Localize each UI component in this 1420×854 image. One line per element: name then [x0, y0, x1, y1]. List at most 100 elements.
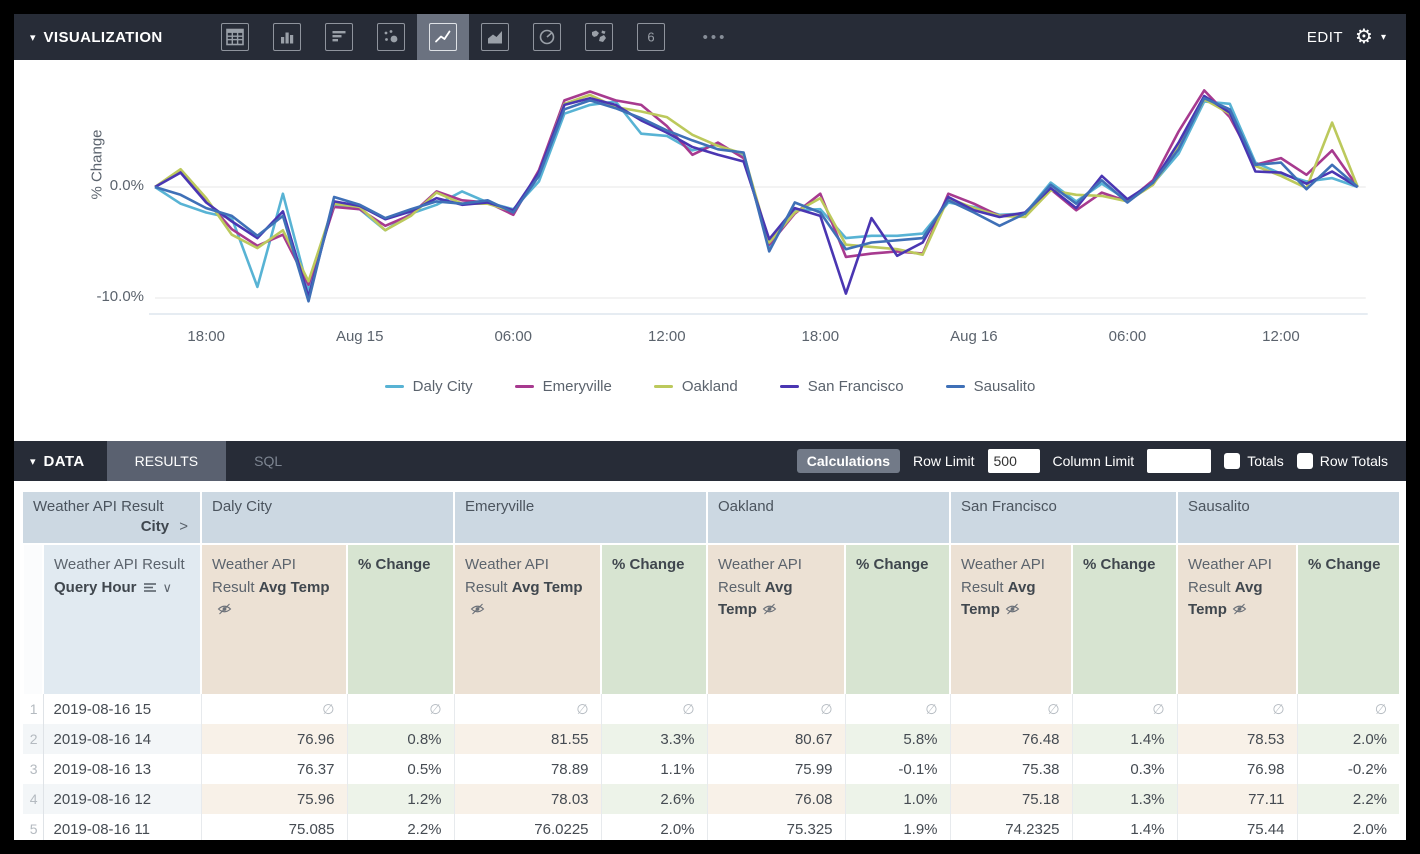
table-chart-icon[interactable]: [209, 14, 261, 60]
single-value-icon[interactable]: 6: [625, 14, 677, 60]
pivot-chevron-icon[interactable]: >: [175, 518, 188, 535]
x-tick-label: 12:00: [648, 328, 686, 345]
avg-temp-cell[interactable]: ∅: [706, 694, 846, 724]
pct-change-cell[interactable]: 0.5%: [346, 754, 455, 784]
pct-change-cell[interactable]: ∅: [600, 694, 708, 724]
query-hour-cell[interactable]: 2019-08-16 15: [53, 700, 152, 718]
avg-temp-column-header-emeryville[interactable]: Weather API Result Avg Temp: [453, 543, 602, 694]
query-hour-column-header[interactable]: Weather API Result Query Hour ∨: [42, 543, 201, 694]
pct-change-cell[interactable]: 1.0%: [844, 784, 951, 814]
pct-change-cell[interactable]: 2.0%: [1296, 724, 1400, 754]
gear-icon[interactable]: ⚙: [1355, 26, 1373, 48]
avg-temp-cell[interactable]: 76.96: [200, 724, 347, 754]
totals-checkbox[interactable]: [1224, 453, 1241, 469]
pivot-value-header-emeryville[interactable]: Emeryville: [453, 492, 708, 544]
calculations-button[interactable]: Calculations: [796, 449, 901, 473]
avg-temp-cell[interactable]: 78.53: [1176, 724, 1298, 754]
pct-change-cell[interactable]: ∅: [1296, 694, 1400, 724]
pct-change-cell[interactable]: ∅: [346, 694, 455, 724]
line-chart-icon[interactable]: [416, 14, 469, 60]
pct-change-column-header-emeryville[interactable]: % Change: [600, 543, 708, 694]
avg-temp-cell[interactable]: ∅: [200, 694, 347, 724]
pct-change-cell[interactable]: ∅: [1071, 694, 1178, 724]
avg-temp-cell[interactable]: 75.18: [949, 784, 1073, 814]
pct-change-column-header-oakland[interactable]: % Change: [844, 543, 951, 694]
area-chart-icon[interactable]: [469, 14, 521, 60]
avg-temp-cell[interactable]: 76.0225: [453, 814, 602, 840]
legend-label: San Francisco: [807, 378, 904, 395]
pivot-dimension-header[interactable]: Weather API Result City >: [23, 492, 201, 544]
tab-results[interactable]: RESULTS: [106, 441, 227, 481]
pct-change-cell[interactable]: 2.0%: [1296, 814, 1400, 840]
avg-temp-column-header-san-francisco[interactable]: Weather API Result Avg Temp: [949, 543, 1073, 694]
avg-temp-cell[interactable]: 75.96: [200, 784, 347, 814]
pct-change-column-header-daly-city[interactable]: % Change: [345, 543, 455, 694]
viz-type-picker: 6: [209, 14, 677, 60]
row-limit-input[interactable]: [987, 449, 1040, 473]
avg-temp-column-header-oakland[interactable]: Weather API Result Avg Temp: [706, 543, 846, 694]
query-hour-cell[interactable]: 2019-08-16 12: [43, 784, 201, 814]
pct-change-cell[interactable]: 2.0%: [600, 814, 708, 840]
pivot-value-header-oakland[interactable]: Oakland: [706, 492, 951, 544]
avg-temp-cell[interactable]: 75.38: [949, 754, 1073, 784]
pct-change-cell[interactable]: 2.6%: [600, 784, 708, 814]
query-hour-cell[interactable]: 2019-08-16 13: [53, 760, 152, 778]
collapse-caret-icon[interactable]: ▾: [30, 31, 36, 44]
avg-temp-cell[interactable]: 76.98: [1176, 754, 1298, 784]
avg-temp-cell[interactable]: 75.325: [706, 814, 846, 840]
edit-button[interactable]: EDIT: [1306, 28, 1344, 46]
pivot-value-header-daly-city[interactable]: Daly City: [199, 492, 455, 544]
pct-change-cell[interactable]: 1.1%: [600, 754, 708, 784]
avg-temp-cell[interactable]: 76.08: [706, 784, 846, 814]
pct-change-cell[interactable]: 2.2%: [346, 814, 455, 840]
pct-change-cell[interactable]: 2.2%: [1296, 784, 1400, 814]
pct-change-cell[interactable]: -0.2%: [1296, 754, 1400, 784]
avg-temp-cell[interactable]: ∅: [949, 694, 1073, 724]
gear-caret-icon[interactable]: ▾: [1380, 31, 1386, 43]
pct-change-column-header-san-francisco[interactable]: % Change: [1071, 543, 1178, 694]
data-collapse-caret-icon[interactable]: ▾: [30, 455, 36, 468]
tab-sql[interactable]: SQL: [254, 453, 283, 469]
avg-temp-cell[interactable]: 75.44: [1176, 814, 1298, 840]
query-hour-cell[interactable]: 2019-08-16 11: [53, 820, 150, 838]
pct-change-column-header-sausalito[interactable]: % Change: [1296, 543, 1400, 694]
pct-change-cell[interactable]: 1.3%: [1071, 784, 1178, 814]
pct-change-cell[interactable]: 1.9%: [844, 814, 951, 840]
avg-temp-cell[interactable]: 78.03: [453, 784, 602, 814]
avg-temp-cell[interactable]: 81.55: [453, 724, 602, 754]
query-hour-cell[interactable]: 2019-08-16 14: [43, 724, 201, 754]
column-chart-icon[interactable]: [261, 14, 313, 60]
avg-temp-column-header-daly-city[interactable]: Weather API Result Avg Temp: [200, 543, 347, 694]
bar-chart-icon[interactable]: [313, 14, 365, 60]
avg-temp-cell[interactable]: 78.89: [453, 754, 602, 784]
avg-temp-column-header-sausalito[interactable]: Weather API Result Avg Temp: [1176, 543, 1298, 694]
row-totals-checkbox[interactable]: [1296, 453, 1313, 469]
pivot-value-header-san-francisco[interactable]: San Francisco: [949, 492, 1178, 544]
more-viz-types-icon[interactable]: •••: [702, 28, 728, 46]
avg-temp-cell[interactable]: 75.085: [200, 814, 347, 840]
legend-item-daly-city: Daly City: [384, 378, 473, 395]
avg-temp-cell[interactable]: 80.67: [706, 724, 846, 754]
avg-temp-cell[interactable]: 75.99: [706, 754, 846, 784]
column-limit-input[interactable]: [1147, 449, 1212, 473]
avg-temp-cell[interactable]: 74.2325: [949, 814, 1073, 840]
pct-change-cell[interactable]: 1.2%: [346, 784, 455, 814]
pct-change-cell[interactable]: ∅: [844, 694, 951, 724]
scatter-chart-icon[interactable]: [365, 14, 417, 60]
field-menu-chevron-icon[interactable]: ∨: [162, 579, 173, 595]
avg-temp-cell[interactable]: ∅: [453, 694, 602, 724]
avg-temp-cell[interactable]: ∅: [1176, 694, 1298, 724]
map-chart-icon[interactable]: [573, 14, 625, 60]
pct-change-cell[interactable]: 1.4%: [1071, 814, 1178, 840]
pct-change-cell[interactable]: 0.8%: [346, 724, 455, 754]
pie-chart-icon[interactable]: [521, 14, 573, 60]
pct-change-cell[interactable]: 5.8%: [844, 724, 951, 754]
avg-temp-cell[interactable]: 76.48: [949, 724, 1073, 754]
pct-change-cell[interactable]: -0.1%: [844, 754, 951, 784]
pivot-value-header-sausalito[interactable]: Sausalito: [1176, 492, 1400, 544]
pct-change-cell[interactable]: 0.3%: [1071, 754, 1178, 784]
pct-change-cell[interactable]: 3.3%: [600, 724, 708, 754]
avg-temp-cell[interactable]: 76.37: [200, 754, 347, 784]
pct-change-cell[interactable]: 1.4%: [1071, 724, 1178, 754]
avg-temp-cell[interactable]: 77.11: [1176, 784, 1298, 814]
